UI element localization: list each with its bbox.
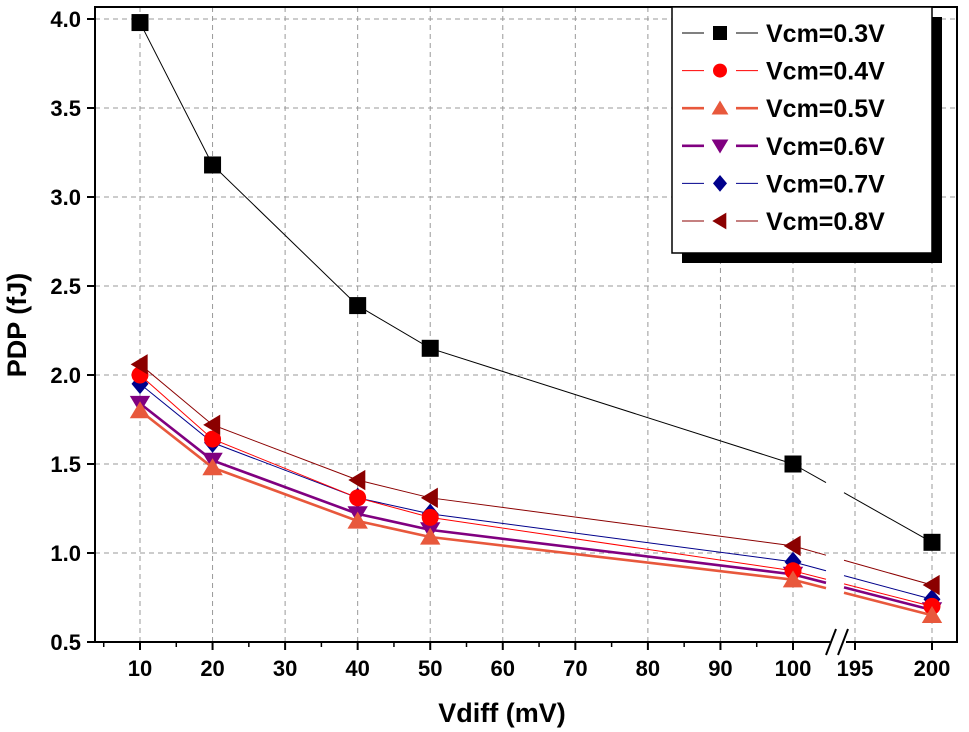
data-point	[347, 511, 368, 529]
y-tick-label: 3.5	[50, 96, 81, 121]
legend-marker	[713, 26, 727, 40]
x-tick-label: 100	[775, 656, 812, 681]
legend-marker	[713, 175, 727, 192]
grid-lines	[95, 7, 957, 642]
data-point	[349, 489, 367, 507]
legend-label: Vcm=0.5V	[766, 95, 885, 123]
data-point	[129, 401, 151, 419]
data-point	[783, 535, 801, 557]
y-tick-label: 2.5	[50, 274, 81, 299]
legend-label: Vcm=0.3V	[766, 20, 885, 48]
data-point	[348, 469, 366, 491]
series-line	[843, 586, 933, 612]
legend-item: Vcm=0.6V	[682, 133, 885, 161]
y-axis-title: PDP (fJ)	[2, 273, 32, 378]
data-point	[204, 156, 222, 174]
ticks: 0.5 1.0 1.5 2.0 2.5 3.0 3.5 4.0 10 20 30 40 50 60 70 80…	[50, 7, 950, 681]
axis-break-mark	[837, 628, 849, 656]
x-tick-label: 200	[914, 656, 951, 681]
x-tick-label: 40	[345, 656, 369, 681]
legend-marker	[711, 100, 729, 115]
series-Vcm=0.4V	[131, 366, 941, 615]
series-line	[843, 583, 933, 607]
data-point	[421, 339, 439, 357]
axes	[94, 6, 958, 656]
axis-break-mark	[825, 628, 837, 656]
data-point	[203, 414, 221, 436]
series-line	[843, 492, 933, 543]
series-line	[843, 575, 933, 600]
legend-item: Vcm=0.4V	[682, 58, 885, 86]
series-line	[843, 591, 933, 617]
data-point	[421, 508, 439, 526]
y-tick-label: 4.0	[50, 7, 81, 32]
y-tick-label: 0.5	[50, 630, 81, 655]
legend-label: Vcm=0.8V	[766, 208, 885, 236]
x-tick-label: 80	[636, 656, 660, 681]
y-tick-label: 3.0	[50, 185, 81, 210]
series-Vcm=0.3V	[131, 14, 941, 551]
data-point	[922, 574, 940, 596]
x-tick-label: 90	[708, 656, 732, 681]
series-Vcm=0.5V	[129, 401, 943, 623]
plot-frame	[94, 6, 958, 643]
data-point	[921, 605, 943, 623]
legend-box	[671, 6, 933, 254]
x-tick-label: 20	[200, 656, 224, 681]
x-tick-label: 70	[563, 656, 587, 681]
series-Vcm=0.7V	[131, 373, 941, 610]
legend-label: Vcm=0.4V	[766, 58, 885, 86]
data-point	[131, 14, 149, 32]
legend-label: Vcm=0.7V	[766, 170, 885, 198]
legend-label: Vcm=0.6V	[766, 133, 885, 161]
data-point	[349, 297, 367, 315]
data-point	[420, 487, 438, 509]
legend-item: Vcm=0.7V	[682, 170, 885, 198]
legend-marker	[713, 63, 727, 78]
legend-marker	[712, 212, 727, 230]
legend-marker	[711, 139, 729, 154]
legend-item: Vcm=0.5V	[682, 95, 885, 123]
data-point	[420, 527, 441, 545]
series-layer	[129, 14, 943, 623]
x-tick-label: 60	[491, 656, 515, 681]
x-tick-label: 10	[128, 656, 152, 681]
x-tick-label: 50	[418, 656, 442, 681]
y-tick-label: 1.5	[50, 452, 81, 477]
data-point	[923, 533, 941, 551]
x-tick-label: 30	[273, 656, 297, 681]
data-point	[204, 430, 222, 448]
x-tick-label: 195	[837, 656, 874, 681]
legend-item: Vcm=0.3V	[682, 20, 885, 48]
series-line	[139, 409, 794, 581]
data-point	[782, 570, 804, 588]
data-point	[130, 354, 148, 375]
x-axis-title: Vdiff (mV)	[438, 698, 566, 728]
legend: Vcm=0.3V Vcm=0.4V Vcm=0.5V Vcm=0.6V Vcm=0.7V…	[671, 6, 942, 263]
data-point	[202, 458, 223, 476]
series-line	[843, 559, 933, 586]
legend-item: Vcm=0.8V	[682, 208, 885, 236]
series-Vcm=0.8V	[130, 354, 940, 596]
y-tick-label: 2.0	[50, 363, 81, 388]
data-point	[784, 455, 802, 473]
y-tick-label: 1.0	[50, 541, 81, 566]
